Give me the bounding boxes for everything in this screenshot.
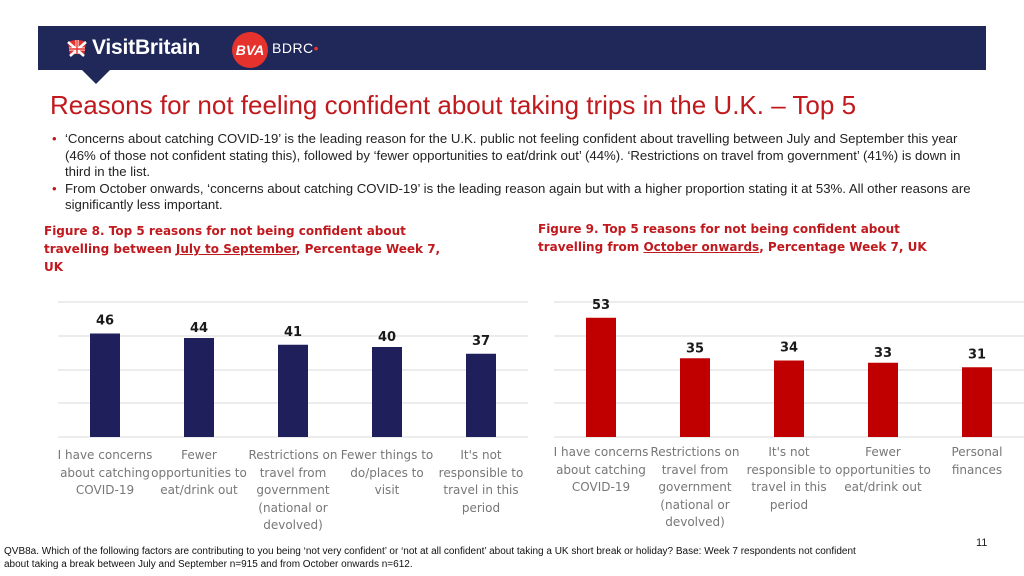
bar	[962, 367, 992, 437]
data-label: 40	[378, 330, 396, 345]
category-label-line: devolved)	[263, 518, 323, 532]
category-label-line: Restrictions on	[248, 448, 338, 462]
category-label-line: period	[769, 497, 809, 512]
category-label: Fewer things to do/places to visit	[337, 447, 437, 500]
figure8-caption-suffix: , Percentage Week 7, UK	[44, 242, 441, 274]
bar	[90, 333, 120, 437]
category-label-line: COVID-19	[571, 480, 631, 494]
visitbritain-logo: VisitBritain	[66, 34, 200, 62]
bdrc-dot-icon: •	[313, 40, 320, 56]
figure8-caption-prefix: Figure 8. Top 5 reasons for not being co…	[44, 224, 406, 256]
category-label-line: I have concerns	[553, 445, 649, 459]
bar	[868, 362, 898, 437]
bullet-item: From October onwards, ‘concerns about ca…	[50, 181, 980, 214]
data-label: 31	[968, 347, 986, 362]
footnote: QVB8a. Which of the following factors ar…	[4, 546, 856, 570]
fig9-chart: 53 35 34 33 31	[554, 298, 1024, 438]
category-label-line: about catching	[60, 465, 150, 480]
category-label-line: do/places to	[350, 465, 424, 480]
bar	[774, 360, 804, 437]
bva-logo: BVA	[232, 32, 268, 68]
category-label-line: eat/drink out	[160, 483, 238, 497]
category-label-line: opportunities to	[151, 465, 247, 480]
category-label-line: travel from	[661, 462, 729, 477]
category-label-line: Personal	[951, 445, 1003, 459]
category-label-line: Fewer	[865, 445, 901, 459]
category-label-line: Fewer things to	[340, 448, 434, 462]
category-label-line: responsible to	[746, 462, 832, 477]
data-label: 44	[190, 321, 208, 336]
category-label: Personal finances	[927, 444, 1024, 479]
bar	[372, 347, 402, 437]
data-label: 53	[592, 298, 610, 313]
category-label-line: government	[256, 483, 330, 497]
category-label: Restrictions on travel from government (nat…	[645, 444, 745, 532]
category-label: Fewer opportunities to eat/drink out	[149, 447, 249, 500]
category-label-line: Fewer	[181, 448, 217, 462]
category-label-line: eat/drink out	[844, 480, 922, 494]
category-label-line: visit	[374, 483, 400, 497]
category-label-line: I have concerns	[57, 448, 153, 462]
category-label-line: travel in this	[443, 483, 519, 497]
data-label: 41	[284, 325, 302, 340]
category-label-line: It's not	[768, 445, 810, 459]
fig8-chart: 46 44 41 40 37	[58, 301, 528, 438]
category-label-line: It's not	[460, 448, 502, 462]
bdrc-logo: BDRC•	[272, 40, 319, 56]
category-label: I have concerns about catching COVID-19	[55, 447, 155, 500]
data-label: 33	[874, 346, 892, 361]
category-label-line: opportunities to	[835, 462, 931, 477]
category-label-line: travel from	[259, 465, 327, 480]
data-label: 34	[780, 341, 798, 356]
category-label: I have concerns about catching COVID-19	[551, 444, 651, 497]
category-label-line: period	[461, 500, 501, 515]
summary-bullets: ‘Concerns about catching COVID-19’ is th…	[50, 131, 980, 214]
category-label-line: finances	[951, 462, 1003, 477]
figure9-caption-period: October onwards	[643, 240, 760, 254]
data-label: 35	[686, 341, 704, 356]
category-label-line: travel in this	[751, 480, 827, 494]
bar	[184, 338, 214, 437]
figure9-caption-suffix: , Percentage Week 7, UK	[759, 240, 927, 254]
figure9-caption: Figure 9. Top 5 reasons for not being co…	[538, 220, 968, 256]
banner-notch	[82, 70, 110, 84]
category-label: Restrictions on travel from government (nat…	[243, 447, 343, 535]
figure8-caption-period: July to September	[175, 242, 296, 256]
bar	[586, 317, 616, 437]
union-flag-icon	[67, 40, 87, 57]
data-label: 37	[472, 334, 490, 349]
visitbritain-logo-text: VisitBritain	[92, 36, 201, 59]
page-number: 11	[976, 537, 988, 549]
figure8-caption: Figure 8. Top 5 reasons for not being co…	[44, 222, 444, 276]
bullet-item: ‘Concerns about catching COVID-19’ is th…	[50, 131, 980, 181]
category-label: Fewer opportunities to eat/drink out	[833, 444, 933, 497]
bdrc-logo-text: BDRC	[272, 40, 314, 56]
figure9-caption-prefix: Figure 9. Top 5 reasons for not being co…	[538, 222, 900, 254]
page-title: Reasons for not feeling confident about …	[50, 90, 857, 120]
category-label: It's not responsible to travel in this peri…	[431, 447, 531, 517]
category-label: It's not responsible to travel in this peri…	[739, 444, 839, 514]
bar	[278, 344, 308, 437]
category-label-line: government	[658, 480, 732, 494]
category-label-line: Restrictions on	[650, 445, 740, 459]
category-label-line: responsible to	[438, 465, 524, 480]
data-label: 46	[96, 314, 114, 329]
bar	[680, 358, 710, 437]
category-label-line: (national or	[258, 500, 328, 515]
category-label-line: devolved)	[665, 515, 725, 529]
header-banner	[38, 26, 986, 70]
bar	[466, 353, 496, 437]
category-label-line: about catching	[556, 462, 646, 477]
category-label-line: (national or	[660, 497, 730, 512]
category-label-line: COVID-19	[75, 483, 135, 497]
